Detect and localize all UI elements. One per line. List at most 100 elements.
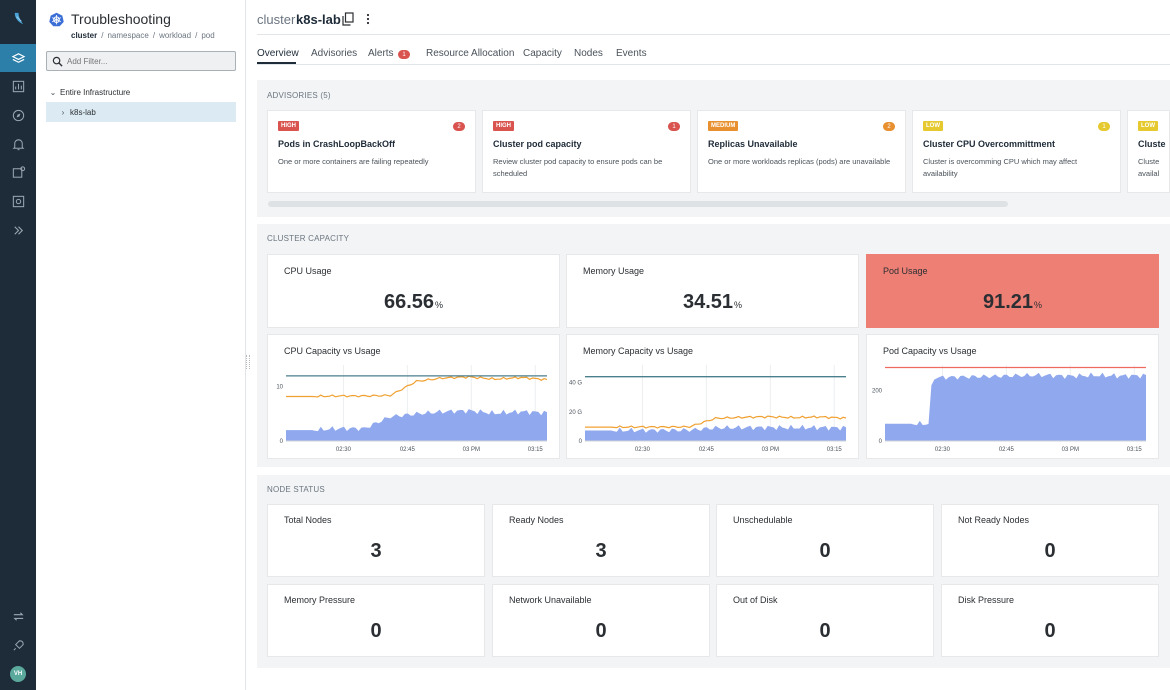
y-tick-label: 0 xyxy=(280,439,284,445)
stat-label: Memory Usage xyxy=(583,266,645,276)
advisory-card[interactable]: LOW Cluste Cluste availal xyxy=(1127,110,1170,193)
chevron-down-icon[interactable]: ⌄ xyxy=(49,87,57,97)
x-tick-label: 02:45 xyxy=(999,447,1015,453)
x-tick-label: 03:15 xyxy=(827,447,843,453)
topology-icon[interactable] xyxy=(0,158,36,186)
y-tick-label: 10 xyxy=(276,385,283,391)
panel-resize-handle[interactable] xyxy=(246,355,250,369)
pod-capacity-chart: 02:30 02:45 03 PM 03:15 0 200 xyxy=(872,365,1146,453)
expand-rail-icon[interactable] xyxy=(0,216,36,244)
breadcrumb-workload[interactable]: workload xyxy=(159,31,192,40)
out-of-disk-card[interactable]: Out of Disk 0 xyxy=(716,584,934,657)
node-stat-label: Unschedulable xyxy=(733,515,793,525)
ready-nodes-card[interactable]: Ready Nodes 3 xyxy=(492,504,710,577)
more-options-icon[interactable] xyxy=(364,12,372,26)
x-tick-label: 02:30 xyxy=(336,447,352,453)
layers-icon[interactable] xyxy=(0,44,36,72)
usage-area xyxy=(585,424,846,441)
node-stat-value: 0 xyxy=(595,620,607,642)
memory-usage-card[interactable]: Memory Usage 34.51% xyxy=(566,254,859,328)
advisory-title: Pods in CrashLoopBackOff xyxy=(278,139,396,149)
tab-resource-allocation[interactable]: Resource Allocation xyxy=(426,48,515,59)
advisory-title: Cluster pod capacity xyxy=(493,139,582,149)
stat-unit: % xyxy=(435,300,444,310)
advisory-count-badge: 1 xyxy=(668,122,680,131)
tab-nodes[interactable]: Nodes xyxy=(574,48,603,59)
disk-pressure-card[interactable]: Disk Pressure 0 xyxy=(941,584,1159,657)
x-tick-label: 03:15 xyxy=(1127,447,1143,453)
tab-capacity[interactable]: Capacity xyxy=(523,48,562,59)
rocket-icon[interactable] xyxy=(0,631,36,659)
chart-title: CPU Capacity vs Usage xyxy=(284,346,381,356)
stat-number: 66.56 xyxy=(383,291,435,313)
cpu-capacity-chart: 02:30 02:45 03 PM 03:15 0 10 xyxy=(276,365,548,453)
node-stat-label: Disk Pressure xyxy=(958,595,1015,605)
x-tick-label: 02:45 xyxy=(400,447,416,453)
breadcrumb-pod[interactable]: pod xyxy=(201,31,215,40)
cpu-usage-card[interactable]: CPU Usage 66.56% xyxy=(267,254,560,328)
navigation-tree-panel: Troubleshooting cluster / namespace / worklo… xyxy=(36,0,246,690)
advisory-title: Cluster CPU Overcommittment xyxy=(923,139,1056,149)
panel-title: Troubleshooting xyxy=(71,11,171,27)
chevron-right-icon[interactable]: › xyxy=(61,107,65,117)
breadcrumb-namespace[interactable]: namespace xyxy=(107,31,149,40)
severity-badge: MEDIUM xyxy=(708,121,739,131)
request-line xyxy=(585,415,847,429)
node-stat-label: Ready Nodes xyxy=(509,515,564,525)
tree-item-label: Entire Infrastructure xyxy=(60,87,131,97)
cluster-name: k8s-lab xyxy=(296,12,341,27)
dashboard-icon[interactable] xyxy=(0,72,36,100)
chart-title: Memory Capacity vs Usage xyxy=(583,346,694,356)
tab-events[interactable]: Events xyxy=(616,48,647,59)
cluster-prefix: cluster xyxy=(257,12,296,27)
advisories-scrollbar[interactable] xyxy=(268,201,1008,207)
pod-usage-card[interactable]: Pod Usage 91.21% xyxy=(866,254,1159,328)
alerts-bell-icon[interactable] xyxy=(0,130,36,158)
network-unavailable-card[interactable]: Network Unavailable 0 xyxy=(492,584,710,657)
y-tick-label: 200 xyxy=(872,388,883,394)
node-stat-value: 3 xyxy=(595,540,607,562)
advisory-card[interactable]: MEDIUM 2 Replicas Unavailable One or mor… xyxy=(697,110,906,193)
y-tick-label: 0 xyxy=(579,439,583,445)
cpu-capacity-chart-card[interactable]: CPU Capacity vs Usage 02:30 02:45 03 PM 03:… xyxy=(267,334,560,459)
tab-overview[interactable]: Overview xyxy=(257,48,299,59)
memory-pressure-card[interactable]: Memory Pressure 0 xyxy=(267,584,485,657)
node-stat-value: 0 xyxy=(370,620,382,642)
icon-rail: VH xyxy=(0,0,36,690)
node-stat-label: Memory Pressure xyxy=(284,595,356,605)
filter-box xyxy=(46,51,236,71)
sync-icon[interactable] xyxy=(0,602,36,630)
advisory-card[interactable]: HIGH 2 Pods in CrashLoopBackOff One or m… xyxy=(267,110,476,193)
usage-area xyxy=(286,409,547,441)
node-stat-value: 0 xyxy=(819,540,831,562)
copy-icon[interactable] xyxy=(342,12,354,26)
pod-capacity-chart-card[interactable]: Pod Capacity vs Usage 02:30 02:45 03 PM 03:… xyxy=(866,334,1159,459)
not-ready-nodes-card[interactable]: Not Ready Nodes 0 xyxy=(941,504,1159,577)
breadcrumb-cluster[interactable]: cluster xyxy=(71,31,98,40)
breadcrumb: cluster / namespace / workload / pod xyxy=(71,31,215,40)
advisory-card[interactable]: HIGH 1 Cluster pod capacity Review clust… xyxy=(482,110,691,193)
settings-icon[interactable] xyxy=(0,187,36,215)
advisory-card[interactable]: LOW 1 Cluster CPU Overcommittment Cluste… xyxy=(912,110,1121,193)
user-avatar[interactable]: VH xyxy=(10,666,26,682)
node-stat-label: Network Unavailable xyxy=(509,595,592,605)
tree-item-entire-infrastructure[interactable]: ⌄ Entire Infrastructure xyxy=(46,82,236,102)
advisories-title: ADVISORIES (5) xyxy=(267,91,331,100)
total-nodes-card[interactable]: Total Nodes 3 xyxy=(267,504,485,577)
tree-item-k8s-lab[interactable]: › k8s-lab xyxy=(46,102,236,122)
kubernetes-icon xyxy=(49,12,64,27)
node-stat-label: Total Nodes xyxy=(284,515,332,525)
memory-capacity-chart-card[interactable]: Memory Capacity vs Usage 02:30 02:45 03 PM… xyxy=(566,334,859,459)
advisory-description: Cluste availal xyxy=(1138,157,1160,178)
node-stat-value: 0 xyxy=(1044,620,1056,642)
tab-alerts[interactable]: Alerts xyxy=(368,48,394,59)
tab-advisories[interactable]: Advisories xyxy=(311,48,358,59)
node-stat-label: Out of Disk xyxy=(733,595,778,605)
chart-title: Pod Capacity vs Usage xyxy=(883,346,977,356)
unschedulable-card[interactable]: Unschedulable 0 xyxy=(716,504,934,577)
filter-input[interactable] xyxy=(67,54,232,68)
stat-label: Pod Usage xyxy=(883,266,928,276)
compass-icon[interactable] xyxy=(0,101,36,129)
severity-badge: LOW xyxy=(923,121,943,131)
app-logo-icon[interactable] xyxy=(0,4,36,32)
